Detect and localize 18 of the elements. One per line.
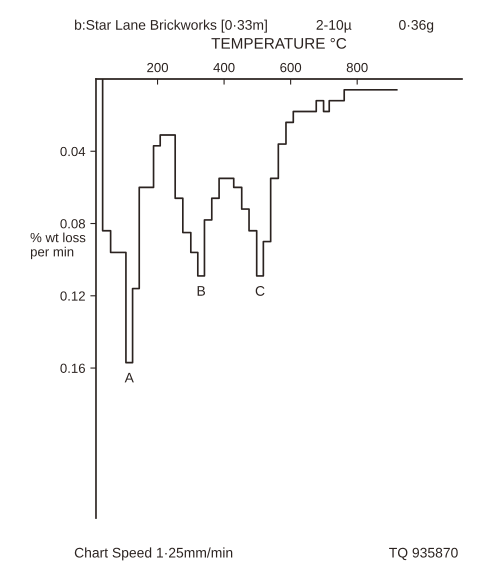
text: TQ 935870 [389, 548, 458, 560]
annotation: B [198, 286, 206, 296]
y-tick-label: 0.12 [60, 291, 85, 301]
x-tick-label: 800 [346, 62, 368, 72]
y-tick-label: 0.04 [60, 146, 86, 156]
text: Chart Speed 1·25mm/min [74, 547, 232, 560]
y-tick-label: 0.08 [60, 219, 85, 228]
x-tick-label: 200 [147, 62, 168, 72]
x-axis-title: TEMPERATURE °C [211, 38, 346, 49]
x-tick-label: 400 [213, 62, 235, 72]
text: 0·36g [399, 20, 434, 33]
y-axis-title: % wt loss per min [30, 232, 86, 260]
text: 2-10µ [316, 20, 352, 33]
annotation: A [124, 372, 134, 382]
chart-title: b:Star Lane Brickworks [0·33m] [75, 20, 267, 33]
y-tick-label: 0.16 [60, 364, 85, 373]
x-tick-label: 600 [280, 62, 302, 72]
annotation: C [256, 286, 265, 296]
